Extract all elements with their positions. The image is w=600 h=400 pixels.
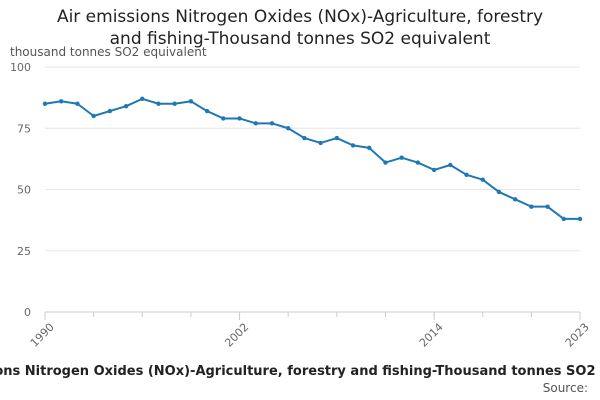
data-point [188,99,194,104]
data-point [253,121,258,126]
data-point [383,160,388,165]
y-tick-label: 0 [24,306,31,319]
data-point [480,177,485,182]
y-tick-label: 100 [10,61,31,74]
x-tick-label: 1990 [28,321,57,350]
data-point [512,197,518,202]
data-point [577,216,583,222]
x-tick-label: 2014 [417,321,446,350]
chart-title-line-2: and fishing-Thousand tonnes SO2 equivale… [109,29,491,49]
y-axis-unit-label: thousand tonnes SO2 equivalent [10,45,207,59]
data-point [75,101,80,106]
data-point [545,204,550,209]
data-point [561,216,566,222]
y-tick-label: 50 [17,184,31,197]
data-point [399,155,404,160]
series-line [44,97,580,220]
legend: Air emissions Nitrogen Oxides (NOx)-Agri… [0,364,600,384]
x-tick-label: 2002 [222,321,251,350]
data-point [123,104,129,109]
y-tick-label: 75 [17,122,31,135]
data-point [529,204,534,209]
data-point [318,140,323,146]
data-point [59,99,64,104]
x-tick-label: 2023 [563,321,592,350]
data-point [334,135,340,141]
data-point [431,167,437,173]
data-point [464,172,469,177]
data-point [285,126,291,131]
data-point [156,101,161,106]
data-point [496,189,502,195]
data-point [107,108,113,114]
legend-entry[interactable]: Air emissions Nitrogen Oxides (NOx)-Agri… [0,364,600,379]
chart-title-line-1: Air emissions Nitrogen Oxides (NOx)-Agri… [56,7,544,27]
source-label: Source: [542,381,588,395]
data-point [302,135,307,141]
data-point [172,101,177,106]
data-point [415,160,421,165]
data-point [91,113,96,119]
data-point [350,143,356,148]
data-point [42,101,48,106]
data-point [237,116,242,121]
data-point [269,121,275,126]
data-point [367,145,372,151]
data-point [221,116,226,121]
y-tick-label: 25 [17,245,31,258]
data-point [204,108,210,114]
data-point [448,162,453,168]
chart-title: Air emissions Nitrogen Oxides (NOx)-Agri… [0,6,600,50]
data-point [140,96,145,102]
